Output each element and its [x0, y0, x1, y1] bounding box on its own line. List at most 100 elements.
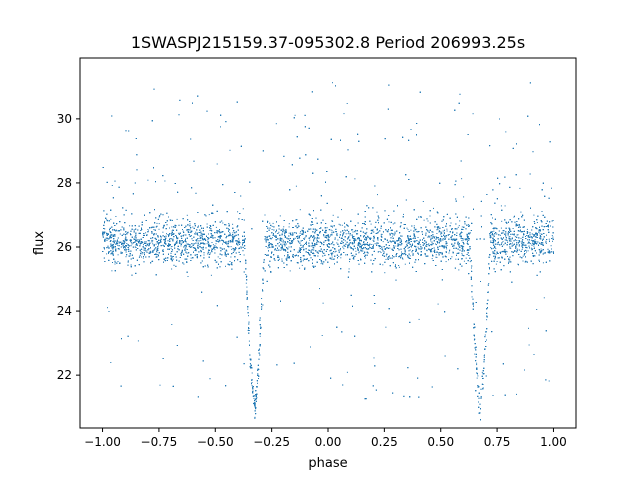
data-point: [536, 222, 538, 223]
data-point: [279, 215, 281, 217]
data-point: [527, 250, 529, 252]
data-point: [323, 235, 325, 237]
data-point: [291, 241, 292, 243]
data-point: [232, 223, 234, 225]
data-point: [461, 252, 463, 254]
data-point: [357, 250, 359, 251]
data-point: [155, 243, 157, 245]
data-point: [152, 240, 154, 242]
data-point: [550, 245, 552, 247]
data-point: [147, 179, 149, 181]
data-point: [394, 247, 395, 249]
data-point: [275, 123, 277, 125]
data-point: [334, 238, 336, 240]
data-point: [503, 244, 505, 246]
data-point: [321, 335, 323, 336]
data-point: [310, 245, 312, 247]
data-point: [446, 245, 448, 246]
data-point: [316, 238, 318, 240]
data-point: [301, 233, 302, 235]
data-point: [182, 230, 184, 232]
data-point: [265, 237, 267, 239]
data-point: [392, 223, 394, 225]
data-point: [105, 237, 107, 239]
data-point: [435, 256, 437, 258]
data-point: [332, 214, 334, 216]
data-point: [400, 225, 402, 227]
data-point: [247, 308, 249, 310]
data-point: [171, 233, 172, 235]
data-point: [525, 236, 526, 237]
data-point: [141, 253, 143, 255]
data-point: [492, 234, 494, 236]
data-point: [534, 239, 536, 241]
data-point: [501, 220, 503, 222]
data-point: [294, 237, 296, 239]
data-point: [430, 240, 432, 242]
data-point: [495, 248, 497, 250]
data-point: [545, 242, 547, 244]
data-point: [325, 235, 327, 237]
data-point: [301, 247, 303, 249]
data-point: [331, 256, 333, 258]
data-point: [180, 245, 182, 247]
data-point: [170, 256, 172, 258]
data-point: [482, 387, 484, 389]
data-point: [139, 255, 141, 257]
data-point: [147, 229, 149, 230]
data-point: [278, 231, 280, 233]
data-point: [420, 255, 422, 256]
data-point: [502, 230, 504, 232]
data-point: [302, 260, 304, 262]
data-point: [431, 251, 433, 253]
data-point: [232, 247, 234, 249]
data-point: [271, 225, 273, 227]
data-point: [183, 234, 185, 236]
data-point: [333, 258, 335, 260]
data-point: [271, 229, 273, 230]
data-point: [126, 249, 128, 250]
data-point: [345, 230, 347, 232]
data-point: [388, 221, 390, 223]
data-point: [215, 226, 217, 228]
data-point: [257, 382, 258, 384]
data-point: [379, 248, 381, 249]
data-point: [245, 274, 247, 275]
data-point: [407, 229, 409, 231]
data-point: [156, 222, 158, 224]
data-point: [505, 233, 507, 235]
data-point: [458, 269, 460, 271]
data-point: [369, 246, 370, 248]
data-point: [443, 233, 445, 234]
data-point: [507, 240, 509, 242]
data-point: [519, 187, 521, 189]
data-point: [443, 231, 445, 233]
data-point: [344, 229, 346, 231]
data-point: [285, 230, 287, 232]
data-point: [507, 241, 509, 243]
data-point: [345, 254, 347, 256]
data-point: [373, 357, 375, 359]
data-point: [436, 256, 438, 258]
data-point: [110, 362, 112, 363]
data-point: [493, 230, 495, 232]
data-point: [417, 246, 419, 248]
data-point: [494, 253, 496, 255]
data-point: [445, 261, 447, 263]
data-point: [437, 303, 439, 305]
data-point: [354, 178, 356, 180]
data-point: [207, 240, 209, 242]
data-point: [295, 185, 297, 187]
data-point: [431, 258, 433, 260]
data-point: [418, 241, 420, 243]
data-point: [442, 230, 444, 232]
data-point: [262, 289, 263, 291]
data-point: [106, 253, 108, 255]
data-point: [413, 225, 415, 227]
data-point: [354, 247, 356, 249]
data-point: [272, 222, 274, 224]
data-point: [530, 239, 532, 241]
data-point: [217, 239, 219, 240]
data-point: [365, 237, 367, 239]
